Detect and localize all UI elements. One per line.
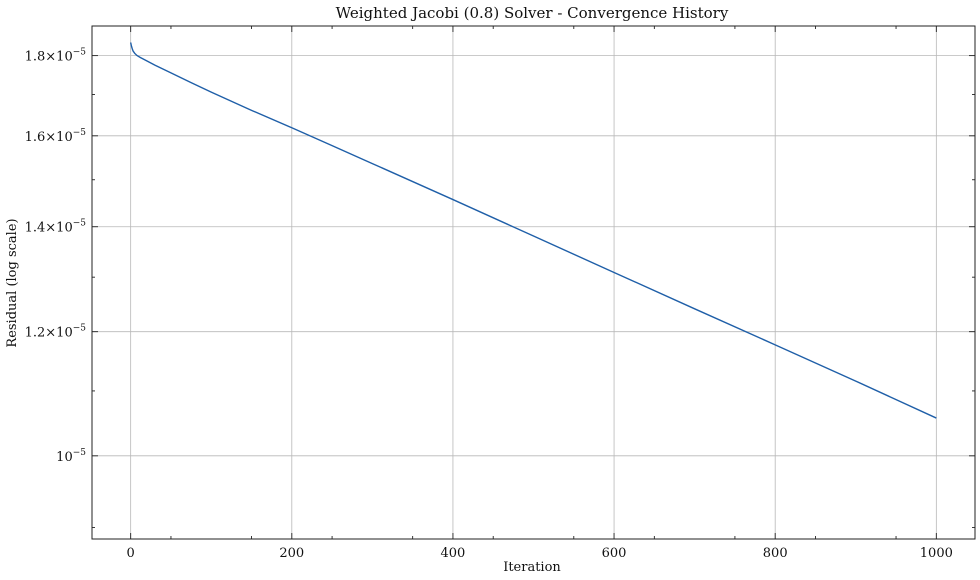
chart-title: Weighted Jacobi (0.8) Solver - Convergen… [336,4,729,22]
grid-lines [92,26,975,539]
x-tick-label: 600 [602,546,627,561]
x-tick-label: 400 [441,546,466,561]
x-tick-label: 1000 [920,546,953,561]
x-tick-label: 0 [127,546,135,561]
y-axis-label: Residual (log scale) [5,218,20,347]
plot-frame [91,25,976,540]
x-axis-label: Iteration [503,560,561,575]
y-tick-label: 1.2×10−5 [25,324,87,341]
x-tick-label: 200 [279,546,304,561]
y-tick-label: 1.6×10−5 [25,128,87,145]
y-tick-label: 1.4×10−5 [25,219,87,236]
y-tick-label: 10−5 [56,448,86,465]
x-tick-label: 800 [763,546,788,561]
residual-series-line [129,42,937,419]
axis-ticks [92,26,975,539]
y-tick-label: 1.8×10−5 [25,48,87,65]
tick-labels: 0 200 400 600 800 1000 10−5 1.2×10−5 1.4×10−5 1.6… [25,48,953,561]
plot-series [129,42,937,419]
